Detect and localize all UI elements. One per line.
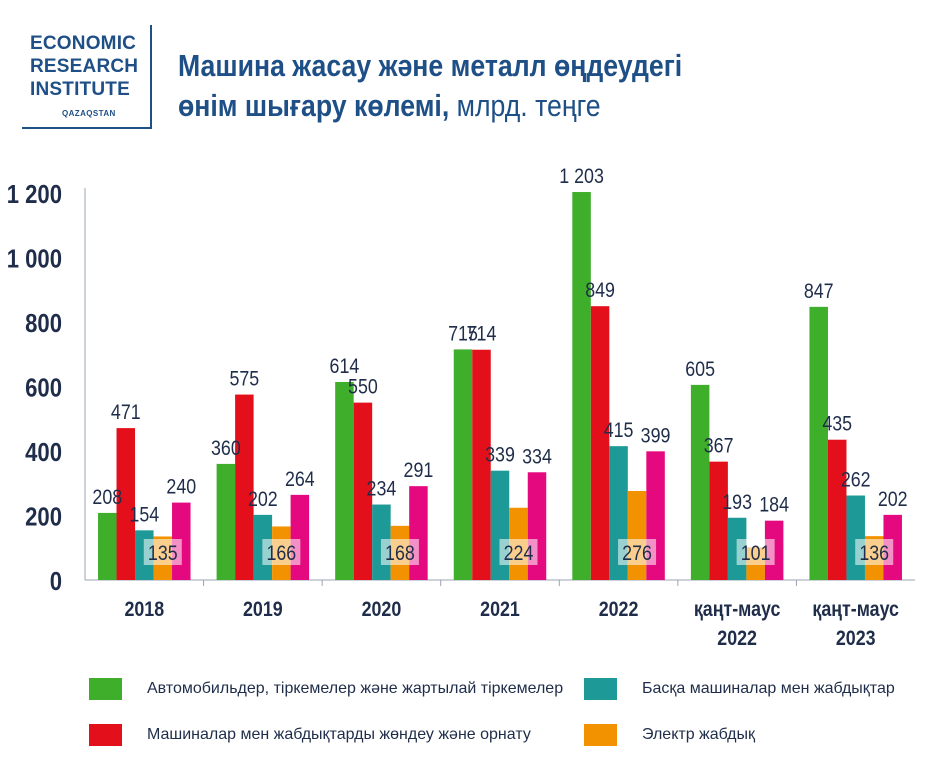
data-label: 575 [229, 367, 259, 391]
data-label-box [262, 539, 301, 565]
data-label-box [855, 539, 894, 565]
data-label: 339 [485, 443, 515, 467]
y-tick-label: 600 [25, 374, 62, 403]
data-label: 714 [467, 322, 497, 346]
data-label-box [618, 539, 657, 565]
chart-title: Машина жасау және металл өңдеудегі өнім … [178, 46, 682, 126]
logo: ECONOMIC RESEARCH INSTITUTE QAZAQSTAN [22, 25, 152, 129]
data-label: 715 [448, 322, 478, 346]
data-label: 550 [348, 375, 378, 399]
data-label: 240 [166, 475, 196, 499]
data-label: 234 [367, 477, 397, 501]
data-label: 605 [685, 358, 715, 382]
y-tick-label: 1 200 [7, 180, 62, 209]
data-label: 847 [804, 280, 834, 304]
bar [409, 486, 428, 580]
logo-line-3: INSTITUTE [30, 79, 130, 100]
y-tick-label: 400 [25, 438, 62, 467]
x-tick-label: қаңт-маус [812, 598, 899, 622]
data-label: 202 [248, 488, 278, 512]
data-label: 399 [641, 424, 671, 448]
bar [809, 306, 828, 580]
bar [290, 494, 310, 580]
data-label: 264 [285, 468, 315, 492]
y-tick-label: 0 [50, 567, 62, 596]
data-label: 1 203 [559, 165, 604, 189]
chart-title-line-2: өнім шығару көлемі, млрд. теңге [178, 86, 682, 126]
data-label: 154 [129, 503, 159, 527]
bar [827, 439, 847, 580]
bar [627, 490, 647, 580]
legend-swatch-0 [89, 678, 122, 700]
bar [235, 394, 254, 580]
data-label-box [736, 539, 775, 565]
bar [98, 512, 117, 580]
data-label: 166 [266, 542, 296, 566]
bar [690, 384, 710, 580]
data-label: 184 [759, 493, 789, 517]
data-label: 435 [822, 412, 852, 436]
bar [472, 349, 491, 580]
bar [709, 461, 728, 580]
data-label: 208 [92, 486, 122, 510]
bar [216, 463, 236, 580]
logo-line-1: ECONOMIC [30, 33, 137, 54]
y-tick-label: 1 000 [7, 245, 62, 274]
chart-title-unit: млрд. теңге [449, 88, 601, 123]
legend-swatch-3 [584, 724, 617, 746]
bar [335, 381, 354, 580]
data-label: 334 [522, 445, 552, 469]
data-label: 135 [148, 542, 178, 566]
bar [353, 402, 373, 580]
chart-title-main: өнім шығару көлемі, [178, 88, 450, 123]
legend-swatch-1 [584, 678, 617, 700]
data-label: 101 [741, 542, 771, 566]
x-tick-label: 2021 [480, 598, 520, 622]
logo-subtitle: QAZAQSTAN [62, 109, 116, 118]
bar [453, 349, 473, 580]
chart-title-line-1: Машина жасау және металл өңдеудегі [178, 48, 683, 83]
x-tick-label: қаңт-маус [694, 598, 781, 622]
x-tick-label: 2023 [836, 627, 876, 651]
legend-label-1: Басқа машиналар мен жабдықтар [642, 680, 895, 697]
data-label: 168 [385, 542, 415, 566]
data-label: 360 [211, 437, 241, 461]
data-label: 415 [604, 419, 634, 443]
data-label: 291 [404, 459, 434, 483]
legend-label-2: Машиналар мен жабдықтарды жөндеу және ор… [147, 726, 531, 743]
legend-label-3: Электр жабдық [642, 726, 755, 743]
data-label: 614 [330, 355, 360, 379]
data-label: 193 [722, 490, 752, 514]
data-label: 849 [585, 279, 615, 303]
data-label: 262 [841, 468, 871, 492]
logo-line-2: RESEARCH [30, 56, 139, 77]
x-tick-label: 2019 [243, 598, 283, 622]
x-tick-label: 2022 [599, 598, 639, 622]
bar [572, 192, 591, 580]
data-label: 471 [111, 401, 141, 425]
bar [590, 306, 610, 580]
bar [846, 495, 865, 580]
legend-label-0: Автомобильдер, тіркемелер және жартылай … [147, 680, 564, 697]
data-label: 276 [622, 542, 652, 566]
bar [116, 428, 136, 580]
legend-swatch-2 [89, 724, 122, 746]
bar-chart: 0 200 400 600 800 1 000 1 200 208 471 154 135 240 36… [7, 165, 915, 651]
x-tick-label: 2020 [362, 598, 402, 622]
y-tick-label: 800 [25, 309, 62, 338]
data-label: 367 [704, 434, 734, 458]
data-label: 136 [859, 542, 889, 566]
data-label-box [143, 539, 182, 565]
data-label-box [380, 539, 419, 565]
x-tick-label: 2022 [717, 627, 757, 651]
data-label-box [499, 539, 538, 565]
data-label: 202 [878, 488, 908, 512]
data-label: 224 [504, 542, 534, 566]
y-tick-label: 200 [25, 503, 62, 532]
x-tick-label: 2018 [124, 598, 164, 622]
